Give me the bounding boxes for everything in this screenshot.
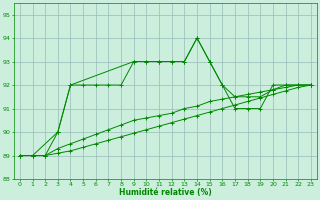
X-axis label: Humidité relative (%): Humidité relative (%) xyxy=(119,188,212,197)
